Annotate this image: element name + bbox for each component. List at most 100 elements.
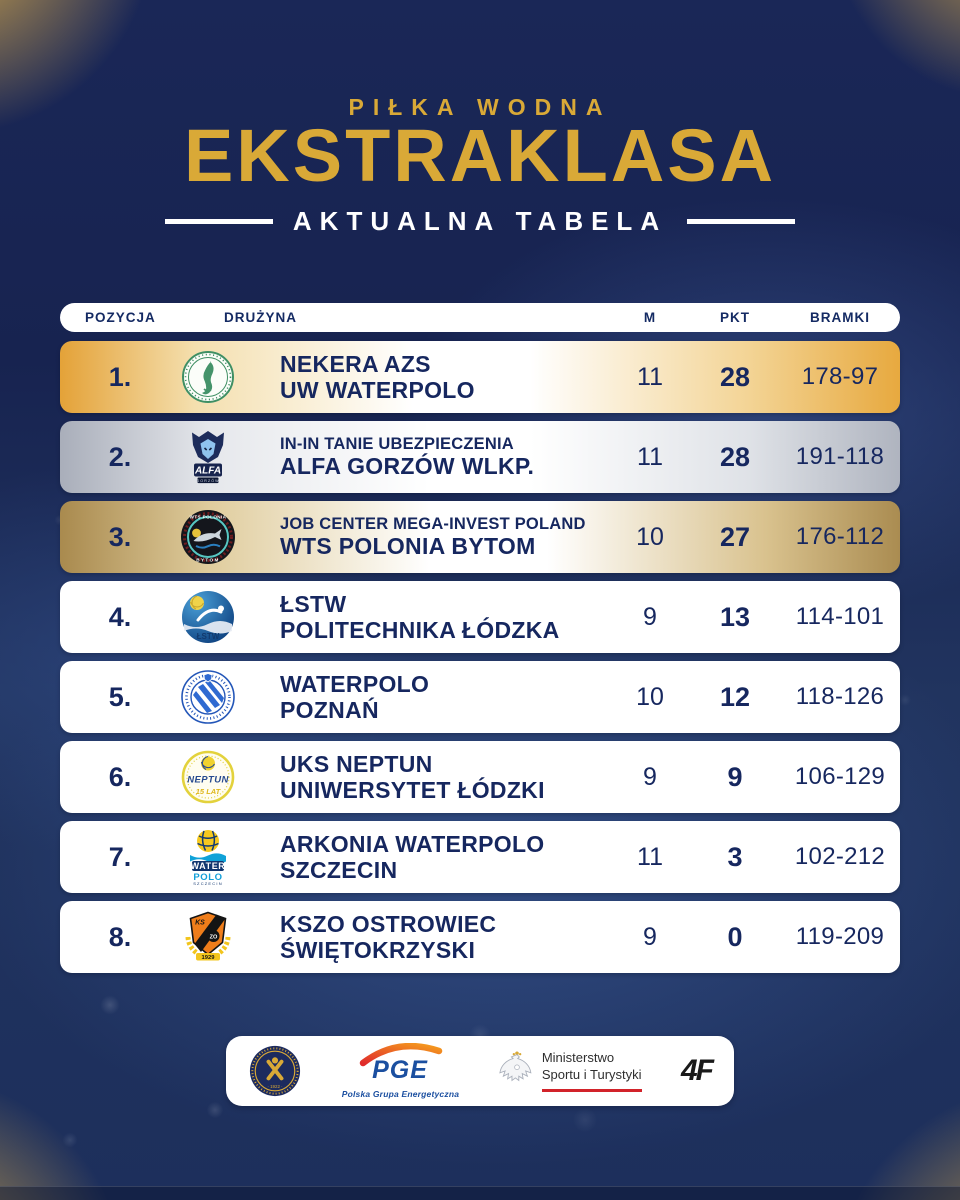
table-row: 7. WATER POLO SZCZECIN ARKONIA WATERPOLO… [60, 821, 900, 893]
sponsor-bar: · 1922 · PGE Polska Grupa Energetyczna M… [226, 1036, 734, 1106]
team-name: NEKERA AZS UW WATERPOLO [236, 351, 610, 403]
team-name-line1: IN-IN TANIE UBEZPIECZENIA [280, 434, 514, 453]
fourf-wordmark: 4F [680, 1054, 714, 1087]
eagle-icon [499, 1048, 535, 1095]
points-value: 3 [727, 841, 743, 872]
column-header-matches: M [643, 310, 657, 325]
svg-text:15 LAT: 15 LAT [196, 787, 222, 796]
team-name-line2: ŚWIĘTOKRZYSKI [280, 937, 476, 963]
svg-text:PGE: PGE [373, 1056, 429, 1083]
ministry-red-underline [541, 1088, 642, 1093]
team-name: IN-IN TANIE UBEZPIECZENIA ALFA GORZÓW WL… [236, 435, 610, 480]
team-name: KSZO OSTROWIEC ŚWIĘTOKRZYSKI [236, 911, 610, 963]
goals-value: 114-101 [795, 603, 885, 630]
table-row: 3. WTS POLONIA BYTOM JOB CENTER MEGA-INV… [60, 501, 900, 573]
pge-mark-icon: PGE [341, 1042, 459, 1088]
page-subtitle: AKTUALNA TABELA [292, 206, 668, 236]
position-number: 8. [108, 921, 132, 952]
sport-kicker: PIŁKA WODNA [348, 94, 612, 120]
svg-text:ŁSTW: ŁSTW [197, 632, 220, 641]
position-number: 2. [108, 441, 132, 472]
matches-value: 9 [643, 922, 657, 951]
ministry-logo-icon: Ministerstwo Sportu i Turystyki [499, 1048, 642, 1095]
team-logo-arkonia-szczecin-icon: WATER POLO SZCZECIN [180, 828, 236, 886]
team-name-line1: JOB CENTER MEGA-INVEST POLAND [280, 514, 586, 533]
svg-text:1929: 1929 [202, 955, 216, 961]
points-value: 12 [719, 681, 751, 712]
ministry-text: Ministerstwo Sportu i Turystyki [541, 1049, 642, 1093]
team-name-line2: ALFA GORZÓW WLKP. [280, 453, 535, 480]
svg-text:POLO: POLO [193, 872, 222, 883]
column-header-goals: BRAMKI [810, 310, 870, 325]
pzp-logo-icon: · 1922 · [248, 1044, 302, 1098]
goals-value: 191-118 [795, 443, 885, 470]
table-row: 8. KS ZO 1929 KSZO OSTROWIEC ŚWIĘTOKRZYS… [60, 901, 900, 973]
svg-text:SZCZECIN: SZCZECIN [193, 881, 223, 886]
team-name-line2: UNIWERSYTET ŁÓDZKI [280, 777, 545, 803]
matches-value: 11 [637, 362, 663, 391]
team-logo-wts-polonia-icon: WTS POLONIA BYTOM [180, 508, 236, 566]
matches-value: 10 [636, 522, 664, 551]
goals-value: 106-129 [794, 763, 886, 790]
points-value: 9 [727, 761, 743, 792]
ministry-line1: Ministerstwo [541, 1049, 615, 1065]
table-header-row: POZYCJA DRUŻYNA M PKT BRAMKI [60, 303, 900, 332]
svg-text:KS: KS [195, 920, 205, 927]
team-name: UKS NEPTUN UNIWERSYTET ŁÓDZKI [236, 751, 610, 803]
team-name-line1: WATERPOLO [280, 671, 430, 698]
standings-table: POZYCJA DRUŻYNA M PKT BRAMKI 1. NEKERA A… [60, 303, 900, 973]
position-number: 6. [108, 761, 132, 792]
matches-value: 9 [643, 762, 657, 791]
team-name: JOB CENTER MEGA-INVEST POLAND WTS POLONI… [236, 515, 610, 560]
svg-text:ZO: ZO [210, 935, 218, 941]
position-number: 1. [108, 361, 132, 392]
bottom-edge-band [0, 1186, 960, 1200]
subtitle-row: AKTUALNA TABELA [0, 206, 960, 237]
team-name-line1: NEKERA AZS [280, 351, 431, 378]
pge-logo-icon: PGE Polska Grupa Energetyczna [341, 1042, 460, 1099]
goals-value: 102-212 [794, 843, 886, 870]
table-row: 5. WATERPOLO POZNAŃ 10 12 118-126 [60, 661, 900, 733]
svg-text:NEPTUN: NEPTUN [187, 775, 229, 786]
column-header-points: PKT [720, 310, 750, 325]
team-logo-uks-neptun-icon: NEPTUN 15 LAT [180, 749, 236, 805]
matches-value: 11 [637, 442, 663, 471]
table-row: 6. NEPTUN 15 LAT UKS NEPTUN UNIWERSYTET … [60, 741, 900, 813]
points-value: 28 [719, 361, 751, 392]
matches-value: 11 [637, 842, 663, 871]
team-name-line2: POLITECHNIKA ŁÓDZKA [280, 617, 560, 643]
team-logo-lstw-icon: ŁSTW [180, 589, 236, 645]
svg-text:BYTOM: BYTOM [196, 558, 220, 563]
ministry-line2: Sportu i Turystyki [541, 1066, 642, 1082]
matches-value: 10 [636, 682, 664, 711]
svg-text:ALFA: ALFA [194, 466, 221, 477]
goals-value: 178-97 [801, 363, 879, 390]
svg-text:WATER: WATER [191, 861, 226, 871]
goals-value: 119-209 [795, 923, 885, 950]
svg-text:· 1922 ·: · 1922 · [267, 1084, 282, 1089]
points-value: 27 [719, 521, 751, 552]
subtitle-right-line [687, 219, 796, 224]
team-name-line1: UKS NEPTUN [280, 751, 433, 778]
team-logo-alfa-gorzow-icon: ALFA GORZÓW [180, 428, 236, 486]
column-header-position: POZYCJA [85, 310, 156, 325]
team-name-line1: ARKONIA WATERPOLO [280, 831, 545, 858]
table-row: 4. ŁSTW ŁSTW POLITECHNIKA ŁÓDZKA 9 13 11… [60, 581, 900, 653]
team-name-line2: POZNAŃ [280, 697, 379, 723]
position-number: 5. [108, 681, 132, 712]
team-name: WATERPOLO POZNAŃ [236, 671, 610, 723]
team-logo-kszo-ostrowiec-icon: KS ZO 1929 [180, 909, 236, 965]
table-row: 2. ALFA GORZÓW IN-IN TANIE UBEZPIECZENIA… [60, 421, 900, 493]
fourf-logo-icon: 4F [680, 1054, 714, 1088]
subtitle-left-line [164, 219, 273, 224]
team-name: ARKONIA WATERPOLO SZCZECIN [236, 831, 610, 883]
team-name: ŁSTW POLITECHNIKA ŁÓDZKA [236, 591, 610, 643]
position-number: 7. [108, 841, 132, 872]
team-logo-uw-waterpolo-icon [180, 349, 236, 405]
goals-value: 118-126 [795, 683, 885, 710]
team-name-line1: KSZO OSTROWIEC [280, 911, 497, 938]
svg-text:WTS POLONIA: WTS POLONIA [190, 515, 227, 520]
team-name-line2: SZCZECIN [280, 857, 398, 883]
pge-caption: Polska Grupa Energetyczna [341, 1089, 460, 1099]
column-header-team: DRUŻYNA [224, 310, 297, 325]
